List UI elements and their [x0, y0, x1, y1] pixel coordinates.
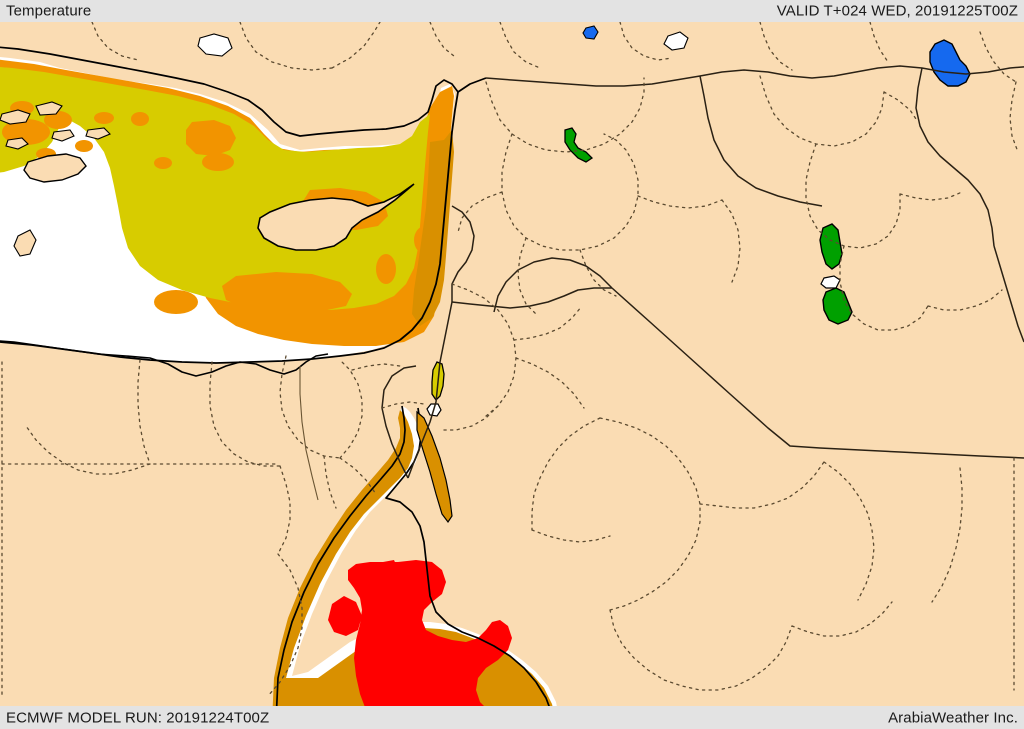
turkey-coastline	[0, 46, 487, 137]
sst-red-patch-gulf	[396, 584, 410, 598]
egypt-coast-detail	[0, 340, 329, 377]
sst-band-red-core	[328, 560, 512, 706]
footer-bar: ECMWF MODEL RUN: 20191224T00Z ArabiaWeat…	[0, 706, 1024, 729]
gulf-of-aqaba	[416, 410, 453, 524]
provider-label: ArabiaWeather Inc.	[888, 709, 1018, 726]
page-title: Temperature	[6, 2, 92, 20]
cyprus-island	[257, 183, 415, 251]
model-run-label: ECMWF MODEL RUN: 20191224T00Z	[6, 709, 270, 726]
anatolia-landmass	[0, 22, 1024, 136]
nile-river	[299, 366, 319, 501]
sst-levantine-orange	[412, 130, 454, 326]
temperature-map[interactable]	[0, 22, 1024, 706]
valid-time-label: VALID T+024 WED, 20191225T00Z	[776, 2, 1018, 20]
small-lakes	[197, 25, 689, 57]
admin-borders	[1, 22, 1019, 699]
crete-island	[23, 153, 87, 183]
map-viewport[interactable]	[0, 22, 1024, 706]
country-borders	[381, 65, 1024, 479]
lake-assad	[564, 127, 594, 163]
lake-urmia	[929, 39, 971, 87]
aegean-islands	[0, 101, 111, 257]
header-bar: Temperature VALID T+024 WED, 20191225T00…	[0, 0, 1024, 22]
iraq-lakes	[819, 223, 853, 325]
